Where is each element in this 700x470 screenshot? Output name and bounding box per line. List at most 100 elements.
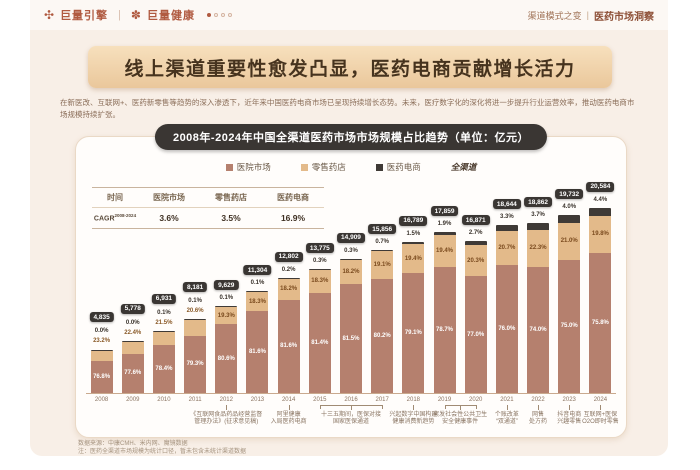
- x-axis-year-label: 2012: [219, 397, 233, 403]
- annotation-tick: [475, 405, 477, 409]
- bar-segment-ecommerce: [527, 223, 550, 230]
- milestone-annotation: 突发社会性公共卫生 安全健康事件: [418, 412, 502, 426]
- x-axis-year-label: 2010: [157, 397, 171, 403]
- bar-segment-ecommerce: [402, 241, 425, 245]
- x-axis-year-label: 2024: [593, 397, 608, 403]
- bar-segment-ecommerce: [215, 306, 238, 308]
- retail-share-label: 19.1%: [373, 261, 391, 268]
- hospital-share-label: 79.3%: [186, 361, 204, 368]
- legend-label: 医院市场: [236, 162, 271, 172]
- chart-title: 2008年-2024年中国全渠道医药市场市场规模占比趋势（单位：亿元）: [154, 124, 548, 150]
- milestone-annotation: 兴起数字中国构建 健康消费新趋势: [371, 412, 455, 426]
- bar-group: 18.3% 81.6% 0.1% 11,304 2013: [242, 197, 273, 403]
- cagr-table-header: 时间 医院市场 零售药店 医药电商: [92, 188, 324, 208]
- hospital-share-label: 76.8%: [93, 373, 111, 380]
- bar-group: 79.3% 20.6% 0.1% 8,181 2011: [180, 197, 211, 403]
- cagr-value-retail: 3.5%: [221, 213, 241, 223]
- bar-segment-retail: 20.3%: [464, 245, 487, 277]
- x-axis-year-label: 2011: [188, 397, 202, 403]
- bar-segment-hospital: 81.6%: [277, 299, 300, 393]
- milestone-annotation: 抖音电商 兴趣零售: [527, 412, 611, 426]
- bar-segment-hospital: 74.0%: [527, 267, 550, 393]
- bar-segment-ecommerce: [90, 349, 113, 351]
- annotation-tick: [538, 405, 540, 410]
- legend-swatch-retail: [300, 163, 308, 171]
- hospital-share-label: 77.6%: [124, 370, 142, 377]
- hospital-share-label: 75.0%: [560, 323, 578, 330]
- annotation-line: 抖音电商: [557, 412, 582, 418]
- retail-share-label: 20.3%: [467, 257, 485, 264]
- chart-card: 2008年-2024年中国全渠道医药市场市场规模占比趋势（单位：亿元） 医院市场…: [75, 124, 627, 438]
- ecommerce-share-label: 4.4%: [593, 196, 608, 203]
- hospital-share-label: 78.7%: [436, 326, 454, 333]
- bar-segment-retail: 19.3%: [215, 307, 238, 325]
- x-axis-year-label: 2017: [375, 397, 389, 403]
- retail-share-label: 18.3%: [248, 298, 266, 305]
- footer: 数据来源：中康CMH、米内网、魔镜数据 注：医药全渠道市场规模为统计口径，暂未包…: [78, 440, 246, 457]
- bar-segment-hospital: 76.0%: [495, 265, 518, 393]
- annotation-tick: [319, 405, 321, 409]
- bar-segment-ecommerce: [558, 215, 581, 223]
- total-value-label: 19,732: [555, 189, 584, 200]
- intro-paragraph: 在新医改、互联网+、医药新零售等趋势的深入渗透下，近年来中国医药电商市场已呈现持…: [60, 98, 635, 119]
- table-header-cell: 医药电商: [277, 193, 309, 202]
- section-title: 医药市场洞察: [594, 11, 654, 23]
- total-value-label: 17,859: [430, 206, 459, 217]
- bar-segment-hospital: 80.6%: [215, 324, 238, 393]
- table-header-cell: 时间: [107, 193, 123, 202]
- x-axis-year-label: 2014: [281, 397, 296, 403]
- retail-share-label: 23.2%: [93, 338, 111, 345]
- bar-segment-ecommerce: [121, 341, 144, 342]
- bar-segment-retail: [90, 350, 113, 361]
- section-label: 渠道模式之变: [527, 10, 582, 21]
- stacked-bar: 79.3%: [184, 319, 207, 393]
- bar-segment-hospital: 77.0%: [464, 276, 487, 393]
- top-bar: ✣ 巨量引擎 | ✽ 巨量健康 渠道模式之变 | 医药市场洞察: [30, 0, 668, 30]
- bar-segment-hospital: 81.5%: [339, 284, 362, 393]
- annotations-layer: 《互联网食品药品经营监督 管理办法》(征求意见稿) 阿里健康 入局医药电商 十三五期间，…: [86, 405, 619, 433]
- annotation-line: 网售: [532, 412, 545, 418]
- brand-ocean-engine: 巨量引擎: [60, 10, 109, 22]
- bar-segment-retail: 18.3%: [308, 270, 331, 293]
- annotation-line: 十三五期间，医保对接: [320, 412, 381, 418]
- bar-segment-retail: 18.3%: [246, 292, 269, 311]
- hospital-share-label: 81.6%: [280, 343, 298, 350]
- stacked-bar: 76.8%: [90, 349, 113, 393]
- annotation-tick: [351, 405, 352, 410]
- annotation-tick: [506, 405, 508, 410]
- legend-all-channel: 全渠道: [450, 162, 477, 172]
- bar-group: 19.1% 80.2% 0.7% 15,856 2017: [367, 197, 398, 403]
- retail-share-label: 18.3%: [311, 278, 329, 285]
- bar-segment-retail: 19.1%: [371, 251, 394, 279]
- hospital-share-label: 76.0%: [498, 326, 516, 333]
- bar-group: 21.0% 75.0% 4.0% 19,732 2023: [554, 189, 585, 403]
- total-value-label: 11,304: [243, 265, 272, 276]
- retail-share-label: 21.5%: [155, 319, 173, 326]
- annotation-tick: [413, 405, 415, 410]
- total-value-label: 15,856: [368, 224, 397, 235]
- bar-segment-hospital: 75.0%: [558, 259, 581, 393]
- bar-segment-retail: 19.4%: [402, 244, 425, 274]
- x-axis-year-label: 2009: [126, 397, 140, 403]
- total-value-label: 8,181: [182, 282, 208, 293]
- stacked-bar: 20.7% 76.0%: [495, 225, 518, 393]
- stacked-bar: 18.2% 81.5%: [339, 258, 362, 393]
- bar-segment-ecommerce: [308, 269, 331, 271]
- milestone-annotation: 个账改革 “双通道”: [465, 412, 549, 426]
- retail-share-label: 21.0%: [560, 238, 578, 245]
- footnote: 注：医药全渠道市场规模为统计口径，暂未包含未统计渠道数据: [78, 449, 247, 456]
- stacked-bar: 18.2% 81.6%: [277, 277, 300, 393]
- bar-segment-hospital: 79.3%: [184, 335, 207, 393]
- bar-segment-retail: 20.7%: [495, 230, 518, 266]
- milestone-annotation: 网售 处方药: [496, 412, 580, 426]
- bar-group: 19.8% 75.8% 4.4% 20,584 2024: [585, 181, 616, 403]
- total-value-label: 18,862: [524, 197, 552, 208]
- bar-segment-hospital: 78.7%: [433, 266, 456, 393]
- annotation-line: 《互联网食品药品经营监督: [190, 412, 263, 418]
- bar-segment-hospital: 80.2%: [371, 278, 394, 393]
- x-axis-line: [86, 393, 616, 394]
- pagination-dot: [213, 13, 218, 17]
- retail-share-label: 18.2%: [342, 269, 360, 276]
- legend-item-hospital: 医院市场: [225, 161, 271, 173]
- stacked-bar: 20.3% 77.0%: [464, 241, 487, 393]
